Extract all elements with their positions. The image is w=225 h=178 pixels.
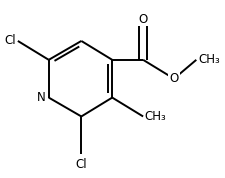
Text: O: O <box>138 12 147 25</box>
Text: Cl: Cl <box>75 158 87 171</box>
Text: CH₃: CH₃ <box>144 110 166 123</box>
Text: N: N <box>36 91 45 104</box>
Text: CH₃: CH₃ <box>197 53 219 66</box>
Text: Cl: Cl <box>4 35 16 48</box>
Text: O: O <box>169 72 178 85</box>
